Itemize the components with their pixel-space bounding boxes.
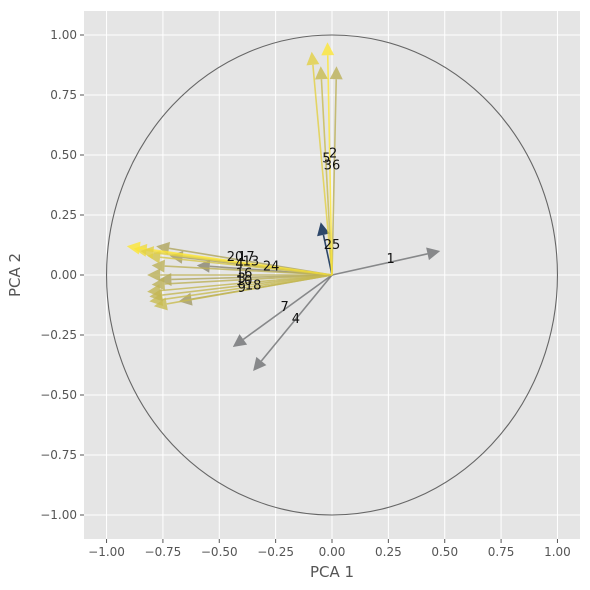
arrow-head [329, 66, 343, 80]
vector-label: 1 [386, 252, 394, 267]
x-tick-label: −0.25 [257, 545, 294, 559]
y-tick-label: 0.00 [50, 268, 77, 282]
arrow-shaft [166, 274, 333, 305]
vector-label: 10 [236, 274, 253, 289]
vector-label: 25 [324, 238, 341, 253]
arrow-head [151, 277, 165, 291]
loading-arrow [147, 268, 332, 282]
arrow-head [253, 356, 267, 371]
loading-vectors [126, 42, 441, 371]
loading-arrow [314, 66, 333, 276]
x-tick-label: 0.25 [375, 545, 402, 559]
x-tick-label: −0.75 [145, 545, 182, 559]
x-tick-label: 0.50 [431, 545, 458, 559]
y-tick-label: 1.00 [50, 28, 77, 42]
vector-label: 7 [281, 300, 289, 315]
y-axis-label: PCA 2 [6, 253, 24, 297]
vector-label: 36 [324, 159, 341, 174]
unit-circle-group [105, 34, 559, 516]
y-tick-label: 0.50 [50, 148, 77, 162]
loading-arrow [317, 222, 333, 276]
loading-arrow [306, 51, 333, 276]
vector-label: 4 [292, 312, 300, 327]
y-tick-label: 0.75 [50, 88, 77, 102]
vector-label: 9 [238, 281, 246, 296]
y-tick-label: −0.75 [40, 448, 77, 462]
loading-arrow [153, 274, 333, 311]
unit-circle [105, 34, 559, 516]
arrow-head [321, 42, 335, 56]
arrow-shaft [164, 274, 333, 285]
x-tick-label: −1.00 [88, 545, 125, 559]
x-axis-label: PCA 1 [310, 563, 354, 581]
vector-label: 13 [243, 255, 260, 270]
arrow-shaft [153, 251, 333, 276]
x-tick-label: −0.50 [201, 545, 238, 559]
vector-label: 5 [322, 151, 330, 166]
arrow-head [314, 66, 328, 80]
vector-label: 17 [238, 250, 255, 265]
loading-arrow [331, 247, 441, 276]
vector-label: 3 [238, 271, 246, 286]
loading-arrow [140, 246, 333, 276]
arrow-shaft [331, 79, 338, 276]
vector-label: 24 [263, 259, 280, 274]
x-tick-label: 0.00 [319, 545, 346, 559]
vector-label: 2 [329, 147, 337, 162]
y-tick-label: −0.25 [40, 328, 77, 342]
x-axis-ticks: −1.00 −0.75 −0.50 −0.25 0.00 0.25 0.50 0.75 1.00 [88, 539, 571, 559]
x-tick-label: 0.75 [488, 545, 515, 559]
arrow-head [147, 268, 161, 282]
arrow-shaft [320, 79, 333, 276]
arrow-head [153, 297, 168, 311]
arrow-shaft [312, 64, 333, 276]
arrow-shaft [162, 274, 333, 296]
vector-label: 20 [227, 250, 244, 265]
arrow-head [133, 243, 148, 257]
y-tick-label: 0.25 [50, 208, 77, 222]
arrow-shaft [164, 265, 333, 276]
arrow-head [426, 247, 441, 261]
loading-arrow [232, 274, 333, 347]
arrow-head [151, 259, 165, 273]
x-tick-label: 1.00 [544, 545, 571, 559]
y-axis-ticks: −1.00 −0.75 −0.50 −0.25 0.00 0.25 0.50 0.75 1.00 [40, 28, 84, 522]
vector-label: 18 [245, 279, 262, 294]
loading-arrow [149, 274, 333, 302]
arrow-shaft [331, 253, 428, 276]
loading-arrow [151, 259, 333, 276]
arrow-head [149, 288, 164, 302]
arrow-head [126, 241, 141, 255]
arrow-head [306, 51, 320, 66]
arrow-head [317, 222, 330, 237]
loading-arrow [151, 274, 333, 291]
arrow-shaft [326, 55, 333, 276]
arrow-shaft [260, 274, 333, 362]
arrow-shaft [322, 234, 333, 276]
arrow-head [232, 334, 248, 347]
vector-label: 16 [236, 267, 253, 282]
loading-arrow [329, 66, 343, 276]
arrow-head [196, 259, 211, 273]
loading-arrow [321, 42, 335, 276]
loading-arrow [253, 274, 333, 371]
arrow-head [158, 272, 172, 286]
y-tick-label: −0.50 [40, 388, 77, 402]
arrow-shaft [242, 274, 333, 341]
y-tick-label: −1.00 [40, 508, 77, 522]
vector-label: 4 [235, 257, 243, 272]
arrow-head [140, 246, 155, 260]
